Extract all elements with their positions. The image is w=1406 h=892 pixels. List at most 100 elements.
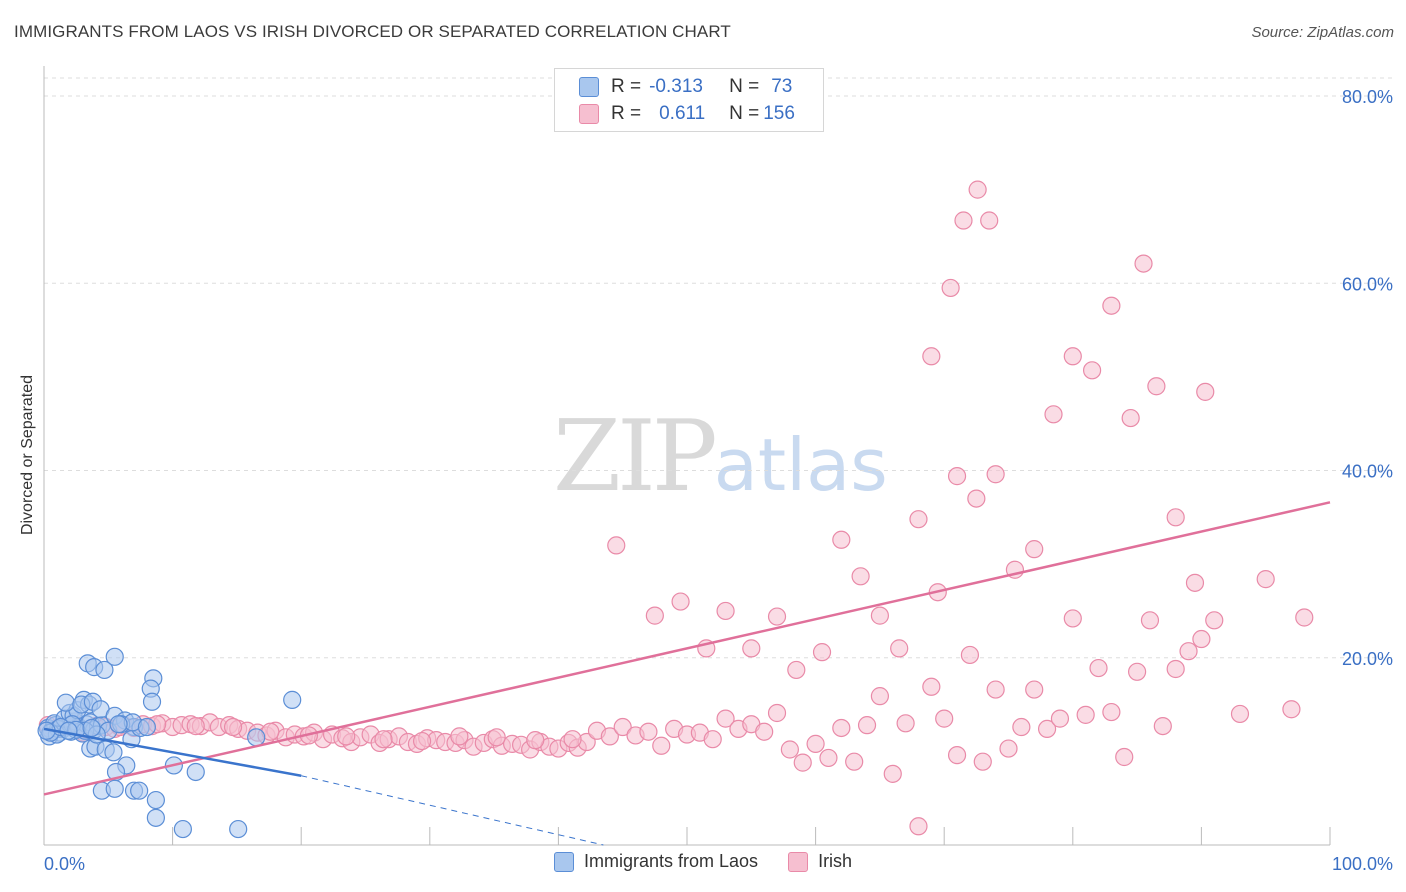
irish-point [947, 467, 967, 486]
irish-point [1295, 608, 1314, 627]
irish-point [1166, 508, 1185, 527]
irish-point [819, 748, 838, 768]
irish-point [526, 731, 545, 750]
irish-point [639, 722, 658, 741]
irish-point [909, 817, 928, 836]
irish-point [337, 727, 356, 746]
y-tick-label: 20.0% [1342, 649, 1393, 669]
irish-point [896, 714, 915, 733]
irish-point [793, 753, 812, 772]
irish-point [1044, 405, 1063, 424]
irish-point [1166, 659, 1185, 679]
legend-swatch-irish [579, 104, 599, 124]
source-credit: Source: ZipAtlas.com [1251, 24, 1394, 41]
laos-point [247, 728, 266, 747]
y-tick-label: 40.0% [1342, 462, 1393, 482]
laos-point [229, 819, 248, 839]
legend-n-label: N = [729, 103, 760, 124]
irish-point [1115, 747, 1134, 767]
irish-point [374, 730, 393, 749]
irish-point [986, 465, 1005, 484]
irish-point [870, 687, 890, 706]
legend-label-laos: Immigrants from Laos [584, 851, 759, 871]
irish-point [563, 730, 582, 749]
irish-point [1153, 716, 1172, 736]
irish-trendline [43, 501, 1331, 796]
y-tick-label: 80.0% [1342, 87, 1393, 107]
legend-n-value: 73 [771, 76, 793, 97]
irish-point [941, 278, 960, 298]
legend-n-label: N = [729, 76, 760, 97]
irish-point [755, 722, 774, 741]
irish-point [922, 677, 941, 696]
irish-point [787, 660, 806, 680]
irish-point [806, 734, 825, 753]
irish-point [890, 639, 909, 658]
irish-point [1147, 377, 1166, 396]
irish-point [1134, 254, 1153, 273]
legend-swatch-laos [579, 77, 599, 97]
irish-point [845, 752, 864, 771]
irish-point [870, 606, 890, 625]
irish-point [1256, 570, 1275, 589]
watermark: ZIPatlas [553, 400, 888, 514]
irish-point [909, 510, 928, 529]
irish-point [857, 716, 877, 735]
irish-point [1185, 573, 1205, 592]
legend-item-laos[interactable]: Immigrants from Laos [554, 851, 758, 872]
laos-point [173, 819, 192, 839]
irish-point [968, 180, 987, 199]
legend-r-label: R = [611, 103, 642, 124]
irish-point [922, 347, 941, 366]
laos-point [283, 690, 302, 709]
irish-point [999, 739, 1018, 758]
irish-point [652, 736, 671, 755]
laos-point [186, 762, 205, 782]
legend-swatch-laos [554, 851, 574, 872]
irish-point [851, 567, 870, 586]
irish-point [645, 606, 664, 625]
irish-point [487, 728, 506, 747]
irish-point [716, 601, 735, 621]
irish-point [986, 680, 1005, 699]
legend-row-laos: R = -0.313 N = 73 [579, 74, 792, 100]
irish-point [742, 639, 761, 658]
legend-r-value: -0.313 [649, 76, 703, 97]
irish-point [1140, 611, 1160, 630]
legend-item-irish[interactable]: Irish [788, 851, 852, 872]
irish-point [1205, 611, 1224, 630]
irish-point [1050, 709, 1070, 728]
laos-point [146, 808, 165, 827]
irish-point [832, 718, 851, 738]
irish-point [935, 709, 954, 728]
irish-point [767, 703, 787, 723]
laos-point [146, 790, 165, 810]
irish-point [1012, 717, 1031, 737]
legend-swatch-irish [788, 851, 809, 872]
legend-r-label: R = [611, 76, 642, 97]
irish-point [1127, 662, 1147, 681]
irish-point [1282, 700, 1301, 719]
irish-point [1063, 347, 1082, 366]
laos-point [104, 743, 123, 762]
y-tick-label: 60.0% [1342, 274, 1393, 294]
irish-point [186, 716, 205, 736]
irish-point [1063, 609, 1082, 628]
irish-point [767, 607, 787, 626]
laos-point [95, 660, 114, 680]
watermark-zip: ZIP [553, 400, 718, 514]
irish-point [1082, 361, 1102, 380]
irish-point [1196, 382, 1215, 401]
irish-point [607, 536, 626, 555]
series-legend: Immigrants from Laos Irish [554, 851, 882, 872]
laos-point [105, 647, 124, 666]
irish-point [1025, 680, 1044, 699]
legend-r-value: 0.611 [659, 103, 706, 124]
irish-point [703, 730, 722, 749]
irish-point [1025, 540, 1044, 559]
laos-point [142, 692, 162, 711]
irish-point [967, 489, 986, 508]
chart-title: IMMIGRANTS FROM LAOS VS IRISH DIVORCED O… [14, 22, 731, 41]
irish-point [883, 764, 902, 783]
